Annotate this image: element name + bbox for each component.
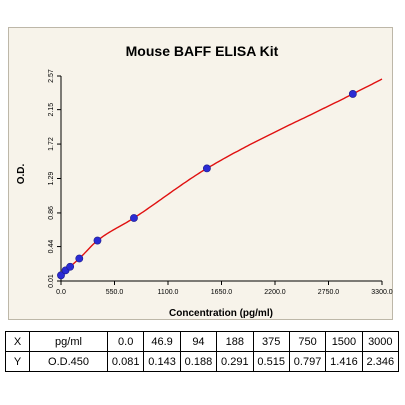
y-tick-label: 2.15 bbox=[48, 103, 55, 117]
x-tick-label: 3300.0 bbox=[371, 289, 393, 296]
table-row-name: O.D.450 bbox=[29, 351, 108, 372]
table-row-name: pg/ml bbox=[29, 331, 108, 352]
y-tick-label: 0.01 bbox=[48, 274, 55, 288]
table-cell: 0.291 bbox=[216, 351, 254, 372]
y-tick-label: 1.29 bbox=[48, 172, 55, 186]
table-row: Y O.D.450 0.081 0.143 0.188 0.291 0.515 0.797 1.… bbox=[5, 351, 400, 372]
table-cell: 1500 bbox=[325, 331, 363, 352]
y-tick-label: 1.72 bbox=[48, 137, 55, 151]
table-cell: 46.9 bbox=[143, 331, 181, 352]
data-point bbox=[75, 254, 84, 263]
x-tick-label: 0.0 bbox=[56, 289, 66, 296]
table-cell: 0.797 bbox=[288, 351, 327, 372]
table-cell: 0.0 bbox=[106, 331, 145, 352]
data-point bbox=[93, 236, 102, 245]
x-tick-label: 1100.0 bbox=[158, 289, 179, 296]
plot-area: 0.01 0.44 0.86 1.29 1.72 2.15 2.57 0.0 550.0 1100… bbox=[48, 69, 393, 296]
table-cell: 0.188 bbox=[179, 351, 218, 372]
data-point bbox=[348, 90, 357, 98]
table-row-label: Y bbox=[5, 351, 30, 372]
table-cell: 0.081 bbox=[106, 351, 145, 372]
fit-curve bbox=[60, 78, 383, 276]
chart-panel: Mouse BAFF ELISA Kit O.D. Concentration … bbox=[8, 27, 393, 320]
x-tick-label: 550.0 bbox=[106, 289, 124, 296]
x-tick-label: 1650.0 bbox=[211, 289, 233, 296]
x-tick-label: 2750.0 bbox=[318, 289, 340, 296]
chart-svg: Mouse BAFF ELISA Kit O.D. Concentration … bbox=[16, 43, 393, 319]
data-point bbox=[66, 262, 75, 271]
table-cell: 750 bbox=[288, 331, 327, 352]
table-cell: 0.515 bbox=[252, 351, 290, 372]
x-tick-label: 2200.0 bbox=[264, 289, 286, 296]
table-cell: 0.143 bbox=[143, 351, 181, 372]
table-cell: 3000 bbox=[361, 331, 400, 352]
x-axis-label: Concentration (pg/ml) bbox=[169, 308, 273, 319]
table-cell: 188 bbox=[216, 331, 254, 352]
table-cell: 2.346 bbox=[361, 351, 400, 372]
chart-title: Mouse BAFF ELISA Kit bbox=[126, 43, 279, 59]
y-axis-label: O.D. bbox=[16, 164, 27, 185]
table-cell: 1.416 bbox=[325, 351, 363, 372]
y-tick-label: 0.86 bbox=[48, 206, 55, 220]
y-tick-label: 2.57 bbox=[48, 69, 55, 83]
y-tick-label: 0.44 bbox=[48, 240, 55, 254]
table-cell: 375 bbox=[252, 331, 290, 352]
data-point bbox=[57, 271, 65, 280]
data-point bbox=[203, 164, 211, 173]
data-point bbox=[130, 214, 138, 222]
table-row-label: X bbox=[5, 331, 30, 352]
table-cell: 94 bbox=[179, 331, 218, 352]
